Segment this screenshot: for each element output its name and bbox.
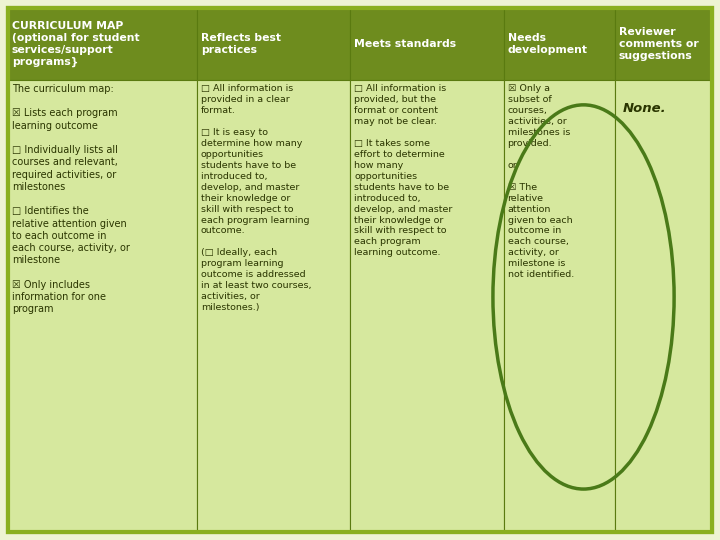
FancyBboxPatch shape (615, 8, 712, 80)
FancyBboxPatch shape (8, 8, 712, 532)
Text: □ All information is
provided, but the
format or content
may not be clear.

□ It: □ All information is provided, but the f… (354, 84, 452, 258)
Text: Reflects best
practices: Reflects best practices (201, 33, 281, 55)
Text: Needs
development: Needs development (508, 33, 588, 55)
Text: CURRICULUM MAP
(optional for student
services/support
programs}: CURRICULUM MAP (optional for student ser… (12, 21, 140, 67)
FancyBboxPatch shape (8, 8, 197, 80)
Text: Reviewer
comments or
suggestions: Reviewer comments or suggestions (619, 27, 698, 61)
FancyBboxPatch shape (503, 80, 615, 532)
Text: □ All information is
provided in a clear
format.

□ It is easy to
determine how : □ All information is provided in a clear… (201, 84, 311, 312)
FancyBboxPatch shape (8, 80, 197, 532)
Text: None.: None. (623, 102, 667, 115)
FancyBboxPatch shape (615, 80, 712, 532)
FancyBboxPatch shape (503, 8, 615, 80)
Text: The curriculum map:

☒ Lists each program
learning outcome

□ Individually lists: The curriculum map: ☒ Lists each program… (12, 84, 130, 314)
FancyBboxPatch shape (197, 8, 350, 80)
Text: Meets standards: Meets standards (354, 39, 456, 49)
FancyBboxPatch shape (197, 80, 350, 532)
FancyBboxPatch shape (350, 8, 503, 80)
FancyBboxPatch shape (350, 80, 503, 532)
Text: ☒ Only a
subset of
courses,
activities, or
milestones is
provided.

or

☒ The
re: ☒ Only a subset of courses, activities, … (508, 84, 574, 279)
